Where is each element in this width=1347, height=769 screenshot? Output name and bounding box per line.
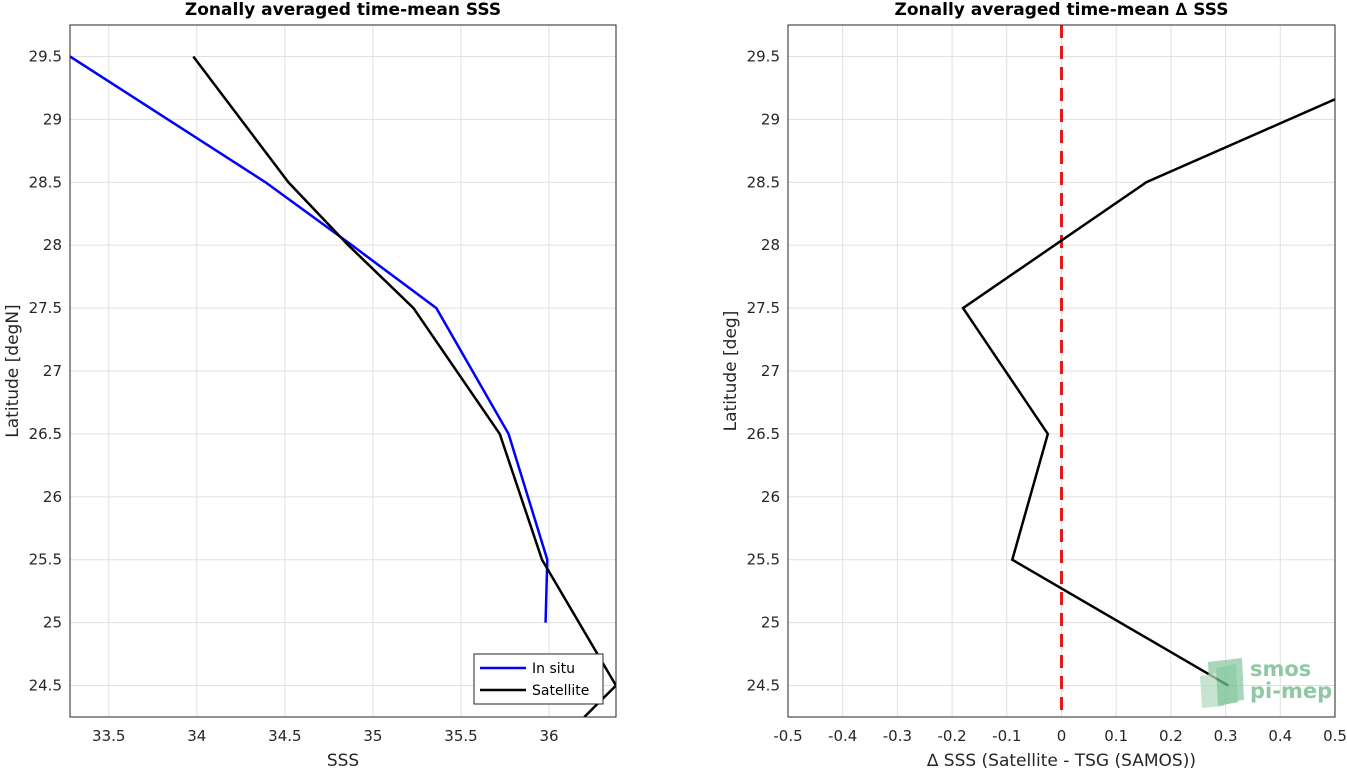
y-tick-label: 29.5	[29, 47, 62, 65]
series-lines	[70, 55, 616, 717]
legend-box	[473, 653, 604, 705]
x-tick-label: -0.4	[828, 727, 857, 745]
axes-frame	[69, 24, 617, 718]
logo-text-line2: pi-mep	[1250, 679, 1332, 703]
x-tick-label: 35.5	[444, 727, 477, 745]
y-axis-label: Latitude [degN]	[3, 304, 23, 437]
x-axis-label: ∆ SSS (Satellite - TSG (SAMOS))	[926, 751, 1196, 769]
x-axis-label: SSS	[327, 751, 359, 769]
y-tick-label: 25.5	[29, 551, 62, 569]
y-tick-label: 25	[761, 614, 780, 632]
x-tick-label: 0.1	[1104, 727, 1128, 745]
y-tick-label: 26	[761, 488, 780, 506]
x-tick-label: 0.4	[1268, 727, 1292, 745]
x-tick-label: 36	[540, 727, 559, 745]
y-tick-label: 27.5	[29, 299, 62, 317]
x-tick-label: 0.3	[1214, 727, 1238, 745]
x-tick-label: 0	[1057, 727, 1067, 745]
y-axis-label: Latitude [deg]	[721, 311, 741, 432]
y-tick-label: 26.5	[29, 425, 62, 443]
y-tick-label: 28.5	[747, 173, 780, 191]
x-tick-label: 33.5	[92, 727, 125, 745]
series-line-delta-sss	[961, 98, 1335, 687]
x-tick-label: -0.3	[883, 727, 912, 745]
x-tick-label: -0.5	[773, 727, 802, 745]
series-lines	[961, 25, 1335, 717]
series-line-in-situ	[70, 55, 549, 623]
x-tick-labels: 33.5 34 34.5 35 35.5 36	[92, 727, 559, 745]
y-tick-label: 27.5	[747, 299, 780, 317]
y-tick-label: 28	[43, 236, 62, 254]
y-tick-label: 27	[761, 362, 780, 380]
grid-lines	[70, 25, 616, 717]
logo-text-line1: smos	[1250, 657, 1311, 681]
logo-graphic	[1200, 658, 1244, 708]
y-tick-label: 29.5	[747, 47, 780, 65]
x-tick-label: 34.5	[268, 727, 301, 745]
x-tick-label: 0.5	[1323, 727, 1347, 745]
y-tick-label: 26.5	[747, 425, 780, 443]
y-tick-labels: 24.5 25 25.5 26 26.5 27 27.5 28 28.5 29 29.5	[29, 47, 62, 694]
x-tick-label: 35	[363, 727, 382, 745]
y-tick-label: 24.5	[747, 677, 780, 695]
smos-pimep-logo: smos pi-mep	[1200, 657, 1332, 708]
sss-panel: Zonally averaged time-mean SSS 33.5 34 34.…	[3, 0, 617, 769]
y-tick-label: 25.5	[747, 551, 780, 569]
y-tick-label: 28	[761, 236, 780, 254]
legend-label-in-situ: In situ	[532, 661, 575, 677]
y-tick-label: 27	[43, 362, 62, 380]
x-tick-label: 0.2	[1159, 727, 1183, 745]
axes-frame	[787, 24, 1336, 718]
y-tick-label: 26	[43, 488, 62, 506]
y-tick-label: 29	[761, 110, 780, 128]
x-tick-labels: -0.5 -0.4 -0.3 -0.2 -0.1 0 0.1 0.2 0.3 0.4 0.5	[773, 727, 1347, 745]
y-tick-label: 29	[43, 110, 62, 128]
legend: In situ Satellite	[473, 653, 604, 705]
delta-sss-panel: Zonally averaged time-mean ∆ SSS -0.5 -0.…	[721, 0, 1347, 769]
series-line-satellite	[192, 55, 616, 717]
chart-title: Zonally averaged time-mean ∆ SSS	[895, 0, 1229, 20]
chart-title: Zonally averaged time-mean SSS	[185, 0, 501, 20]
y-tick-label: 25	[43, 614, 62, 632]
x-tick-label: -0.1	[992, 727, 1021, 745]
x-tick-label: -0.2	[937, 727, 966, 745]
legend-label-satellite: Satellite	[532, 683, 589, 699]
y-tick-labels: 24.5 25 25.5 26 26.5 27 27.5 28 28.5 29 29.5	[747, 47, 780, 694]
x-tick-label: 34	[187, 727, 206, 745]
y-tick-label: 28.5	[29, 173, 62, 191]
y-tick-label: 24.5	[29, 677, 62, 695]
